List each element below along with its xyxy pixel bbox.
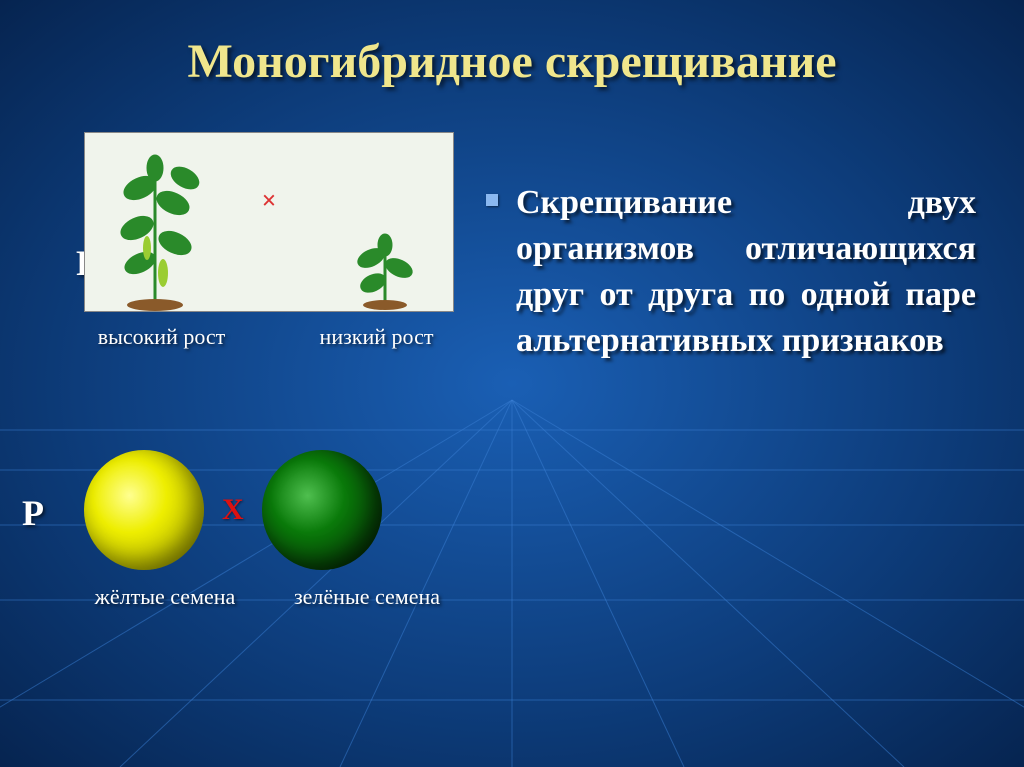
yellow-seed: [84, 450, 204, 570]
green-seed-label: зелёные семена: [282, 584, 452, 610]
perspective-grid: [0, 0, 1024, 767]
bullet-icon: [486, 194, 498, 206]
cross-symbol-plants: ×: [262, 186, 277, 216]
yellow-seed-label: жёлтые семена: [80, 584, 250, 610]
plants-svg: [85, 133, 455, 313]
short-label: низкий рост: [299, 324, 454, 350]
plant-captions: высокий рост низкий рост: [84, 324, 484, 350]
parent-symbol-2: P: [22, 492, 44, 534]
plant-cross-image: ×: [84, 132, 454, 312]
left-panel: P: [54, 132, 484, 350]
seed-cross-row: Х: [54, 450, 382, 570]
definition-text: Скрещивание двух организмов отличающихся…: [516, 184, 976, 359]
tall-label: высокий рост: [84, 324, 239, 350]
seed-captions: жёлтые семена зелёные семена: [80, 584, 452, 610]
definition-block: Скрещивание двух организмов отличающихся…: [516, 180, 976, 364]
cross-symbol-seeds: Х: [222, 493, 244, 527]
green-seed: [262, 450, 382, 570]
slide-title: Моногибридное скрещивание: [0, 34, 1024, 89]
